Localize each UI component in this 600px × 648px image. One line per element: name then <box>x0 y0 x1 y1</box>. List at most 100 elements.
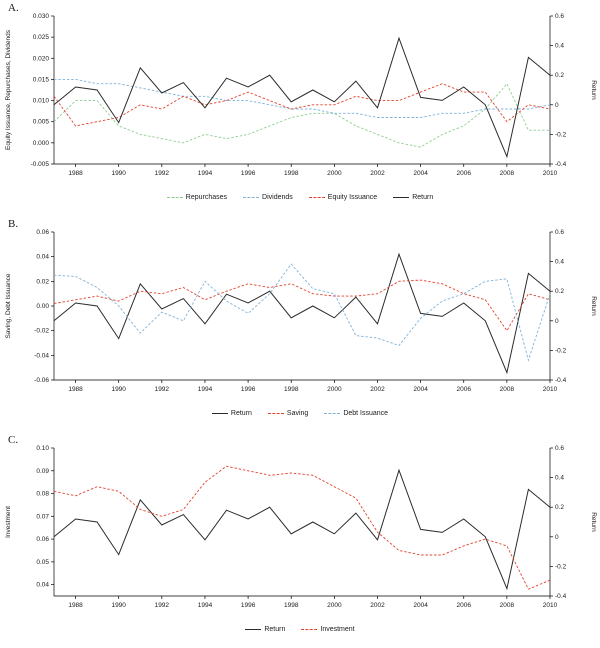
legend-label: Return <box>264 626 286 633</box>
legend-line-swatch <box>243 197 260 198</box>
svg-text:0: 0 <box>555 102 559 109</box>
svg-text:0.015: 0.015 <box>33 76 50 83</box>
legend-label: Equity Issuance <box>327 194 378 201</box>
svg-text:0.04: 0.04 <box>36 582 49 589</box>
svg-text:-0.06: -0.06 <box>34 377 49 384</box>
svg-text:Return: Return <box>590 80 597 100</box>
svg-text:2006: 2006 <box>457 170 472 177</box>
svg-text:1994: 1994 <box>198 170 213 177</box>
panel-b-chart: 0.06 0.04 0.02 0.00 -0.02 -0.04 -0.06 0.6 0.4 0.2… <box>0 220 600 410</box>
svg-text:Return: Return <box>590 296 597 316</box>
svg-text:1992: 1992 <box>155 602 170 609</box>
svg-text:0.2: 0.2 <box>555 504 564 511</box>
svg-text:0.010: 0.010 <box>33 98 50 105</box>
svg-text:0.07: 0.07 <box>36 513 49 520</box>
svg-text:0.030: 0.030 <box>33 13 50 20</box>
svg-text:-0.4: -0.4 <box>555 377 567 384</box>
svg-text:0.04: 0.04 <box>36 254 49 261</box>
svg-text:2002: 2002 <box>370 170 385 177</box>
svg-text:1994: 1994 <box>198 602 213 609</box>
svg-text:2010: 2010 <box>543 386 558 393</box>
legend-item-return: Return <box>211 410 252 417</box>
svg-text:0.4: 0.4 <box>555 259 564 266</box>
svg-text:0.6: 0.6 <box>555 445 564 452</box>
svg-text:0: 0 <box>555 534 559 541</box>
svg-text:1992: 1992 <box>155 170 170 177</box>
svg-text:2010: 2010 <box>543 602 558 609</box>
svg-text:2008: 2008 <box>500 170 515 177</box>
panel-a-chart: 0.030 0.025 0.020 0.015 0.010 0.005 0.000 -0.00… <box>0 4 600 194</box>
svg-text:0.02: 0.02 <box>36 278 49 285</box>
svg-text:0.06: 0.06 <box>36 229 49 236</box>
svg-text:2004: 2004 <box>413 170 428 177</box>
svg-text:-0.005: -0.005 <box>31 161 50 168</box>
svg-text:0.4: 0.4 <box>555 43 564 50</box>
legend-line-swatch <box>267 413 284 414</box>
svg-text:2002: 2002 <box>370 602 385 609</box>
panel-a: A. 0.030 0.025 0.020 0.015 0.010 0.005 0.000 -0… <box>0 0 600 216</box>
svg-text:2006: 2006 <box>457 602 472 609</box>
svg-text:0.09: 0.09 <box>36 468 49 475</box>
panel-a-label: A. <box>8 2 19 14</box>
legend-item-repurchases: Repurchases <box>166 194 227 201</box>
svg-text:2006: 2006 <box>457 386 472 393</box>
svg-text:-0.2: -0.2 <box>555 131 567 138</box>
svg-text:-0.4: -0.4 <box>555 161 567 168</box>
svg-text:1988: 1988 <box>68 602 83 609</box>
svg-text:0.2: 0.2 <box>555 288 564 295</box>
svg-text:0.005: 0.005 <box>33 119 50 126</box>
svg-text:1998: 1998 <box>284 386 299 393</box>
panel-c-label: C. <box>8 434 19 446</box>
svg-text:Equity Issuance, Repurchases,: Equity Issuance, Repurchases, Dividends <box>5 29 12 150</box>
legend-item-investment: Investment <box>301 626 355 633</box>
legend-item-dividends: Dividends <box>243 194 293 201</box>
svg-text:1992: 1992 <box>155 386 170 393</box>
legend-line-swatch <box>324 413 341 414</box>
svg-text:1998: 1998 <box>284 170 299 177</box>
svg-text:-0.2: -0.2 <box>555 347 567 354</box>
svg-text:1998: 1998 <box>284 602 299 609</box>
legend-item-return: Return <box>245 626 285 633</box>
legend-line-swatch <box>211 413 228 414</box>
svg-text:0.08: 0.08 <box>36 491 49 498</box>
legend-line-swatch <box>245 629 262 630</box>
svg-text:-0.02: -0.02 <box>34 328 49 335</box>
svg-text:-0.4: -0.4 <box>555 593 567 600</box>
svg-text:2008: 2008 <box>500 386 515 393</box>
svg-text:2000: 2000 <box>327 170 342 177</box>
legend-label: Debt Issuance <box>343 410 389 417</box>
panel-b-legend: Return Saving Debt Issuance <box>0 410 600 417</box>
svg-text:0.06: 0.06 <box>36 536 49 543</box>
legend-line-swatch <box>393 197 410 198</box>
svg-text:Saving, Debt Issuance: Saving, Debt Issuance <box>5 273 12 338</box>
svg-text:-0.04: -0.04 <box>34 352 49 359</box>
svg-text:1996: 1996 <box>241 386 256 393</box>
svg-text:2010: 2010 <box>543 170 558 177</box>
svg-text:1990: 1990 <box>111 170 126 177</box>
svg-text:0.00: 0.00 <box>36 303 49 310</box>
legend-label: Investment <box>320 626 355 633</box>
svg-text:1990: 1990 <box>111 386 126 393</box>
svg-text:1988: 1988 <box>68 386 83 393</box>
panel-b: B. 0.06 0.04 0.02 0.00 -0.02 -0.04 -0.06 0.6 0.4… <box>0 216 600 432</box>
svg-text:0: 0 <box>555 318 559 325</box>
panel-c-chart: 0.10 0.09 0.08 0.07 0.06 0.05 0.04 0.6 0.4 0.2 0 -0… <box>0 436 600 626</box>
legend-label: Return <box>230 410 252 417</box>
svg-text:2008: 2008 <box>500 602 515 609</box>
legend-item-return: Return <box>393 194 433 201</box>
svg-text:1996: 1996 <box>241 170 256 177</box>
legend-item-debt-issuance: Debt Issuance <box>324 410 388 417</box>
svg-text:2000: 2000 <box>327 602 342 609</box>
svg-text:Investment: Investment <box>5 506 12 538</box>
svg-text:1996: 1996 <box>241 602 256 609</box>
legend-label: Saving <box>286 410 309 417</box>
panel-a-legend: Repurchases Dividends Equity Issuance Retur… <box>0 194 600 201</box>
legend-item-equity-issuance: Equity Issuance <box>308 194 378 201</box>
svg-text:2002: 2002 <box>370 386 385 393</box>
panel-c: C. 0.10 0.09 0.08 0.07 0.06 0.05 0.04 0.6 0.4 0.2… <box>0 432 600 648</box>
svg-text:0.020: 0.020 <box>33 55 50 62</box>
svg-text:1994: 1994 <box>198 386 213 393</box>
svg-text:0.6: 0.6 <box>555 13 564 20</box>
svg-text:0.000: 0.000 <box>33 140 50 147</box>
